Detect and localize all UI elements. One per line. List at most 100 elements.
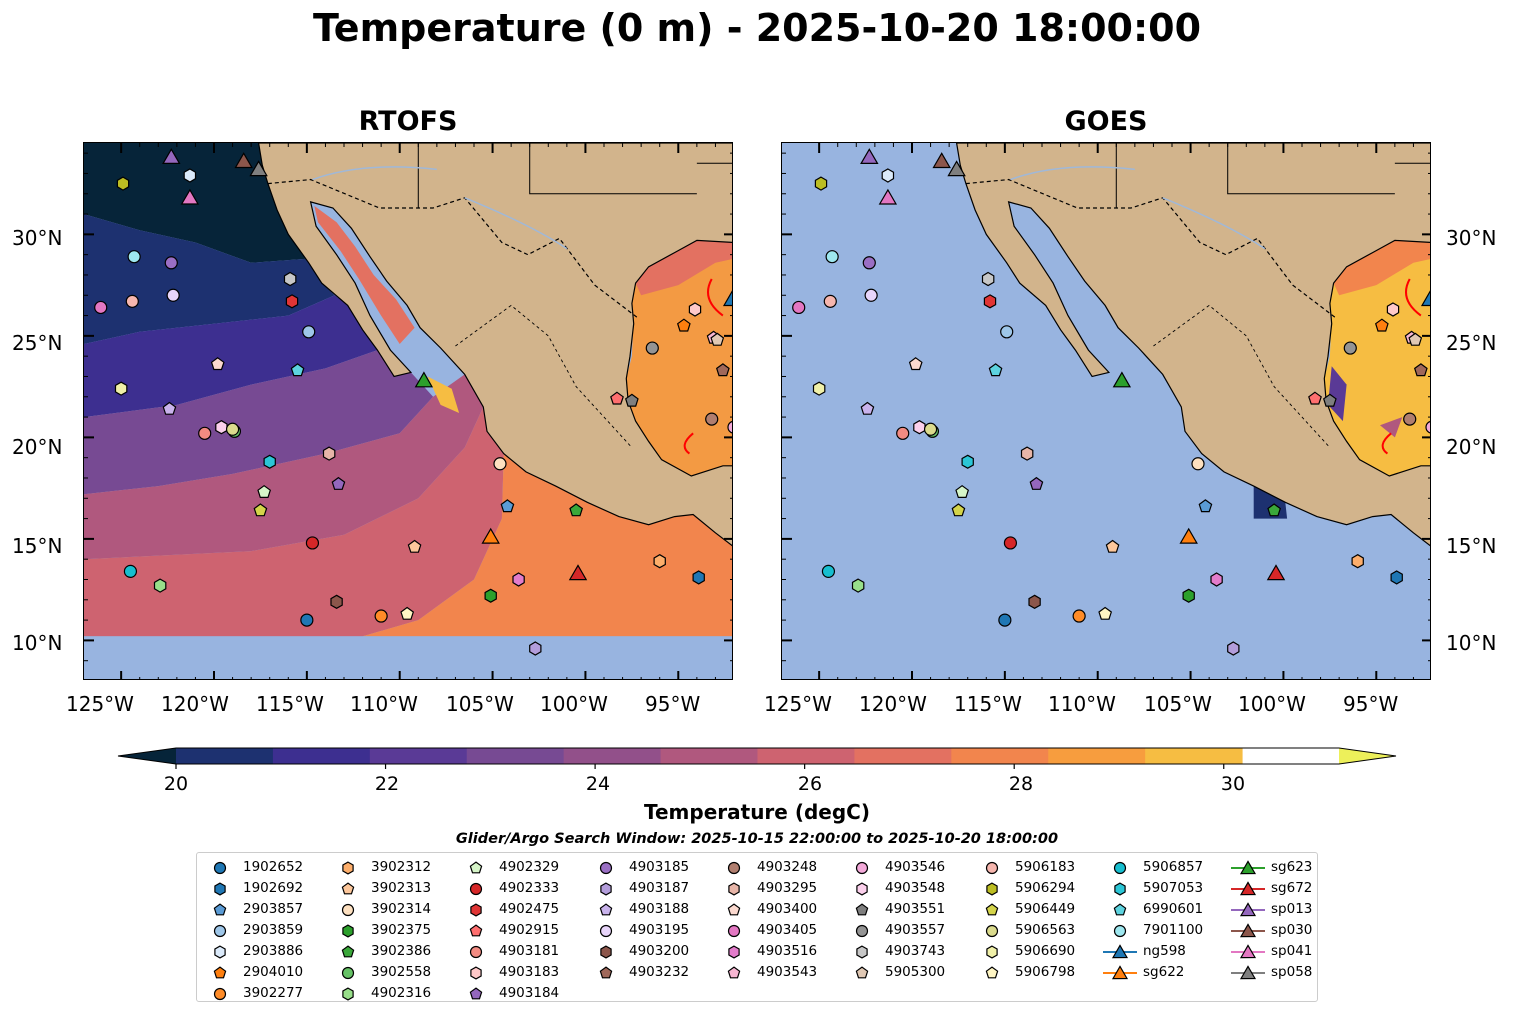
mexico-landmass: [257, 143, 732, 547]
legend-marker-5906690: [986, 945, 998, 959]
legend-label: sg623: [1271, 859, 1313, 875]
marker-4903188: [162, 401, 177, 415]
legend-label: 3902312: [371, 859, 432, 875]
legend-label: 1902652: [243, 859, 304, 875]
legend-marker-4903188: [599, 903, 613, 916]
legend-symbol: [342, 861, 354, 875]
legend-marker-ng598: [1111, 944, 1129, 959]
marker-ng598: [722, 290, 732, 307]
marker-2903859: [302, 325, 316, 339]
goes-cloud-gap: [1328, 366, 1347, 422]
colorbar-segment: [757, 748, 855, 764]
legend-label: 7901100: [1143, 922, 1204, 938]
sst-band-27: [84, 406, 504, 637]
legend-symbol: [1231, 860, 1265, 875]
marker-4902316: [851, 578, 865, 593]
legend-symbol: [469, 861, 483, 874]
legend-marker-5906449: [985, 903, 999, 916]
legend-label: 5906690: [1015, 943, 1076, 959]
legend-marker-1902692: [214, 882, 226, 896]
marker-5906294: [814, 176, 828, 191]
marker-3902375: [484, 588, 497, 603]
marker-2903859: [1000, 325, 1014, 339]
legend-marker-5906857: [1113, 861, 1127, 875]
legend-marker-4903184: [469, 987, 483, 1000]
marker-5906857: [123, 564, 138, 578]
sst-warm-patch: [427, 376, 460, 413]
marker-4903185: [862, 256, 876, 270]
marker-3902386: [1267, 503, 1282, 517]
legend-marker-2903859: [213, 924, 227, 938]
marker-3902277: [1072, 609, 1086, 623]
legend-marker-sp041: [1239, 944, 1257, 959]
legend-label: 1902692: [243, 880, 304, 896]
legend-label: 4903551: [885, 901, 946, 917]
lon-label-left: 105°W: [446, 692, 514, 716]
lat-label-right: 20°N: [1446, 435, 1497, 459]
marker-4903187: [1227, 641, 1240, 656]
legend-label: 2903857: [243, 901, 304, 917]
marker-sp013: [162, 148, 181, 164]
legend-label: sg672: [1271, 880, 1313, 896]
legend-marker-5906294: [986, 882, 998, 896]
marker-3902277: [374, 609, 388, 623]
colorbar-segment: [272, 748, 371, 764]
legend-label: sg622: [1143, 964, 1185, 980]
legend-marker-5906798: [985, 966, 999, 979]
legend-symbol: [985, 861, 999, 875]
marker-1902652: [998, 613, 1012, 627]
legend-symbol: [856, 882, 868, 896]
legend-marker-sp030: [1239, 923, 1257, 938]
legend-symbol: [1231, 944, 1265, 959]
marker-5906690: [812, 381, 826, 396]
legend-marker-3902375: [342, 924, 354, 938]
marker-2904010: [676, 318, 691, 332]
sst-gulf-california: [314, 205, 415, 344]
legend-marker-4902475: [470, 903, 482, 917]
marker-4903548: [215, 420, 228, 435]
marker-2904010: [1374, 318, 1389, 332]
legend-symbol: [341, 966, 355, 980]
legend-marker-2904010: [213, 966, 227, 979]
lat-label-right: 15°N: [1446, 534, 1497, 558]
legend-marker-5906183: [985, 861, 999, 875]
legend-symbol: [986, 882, 998, 896]
marker-4902915: [610, 391, 624, 405]
marker-2903886: [183, 168, 197, 183]
legend-symbol: [1113, 924, 1127, 938]
marker-sp041: [878, 188, 898, 205]
legend-label: 4902915: [499, 922, 560, 938]
marker-5906857: [821, 564, 836, 578]
colorbar-segment: [563, 748, 662, 764]
lat-label-right: 10°N: [1446, 631, 1497, 655]
legend-label: 4903187: [629, 880, 690, 896]
legend-symbol: [727, 861, 741, 875]
marker-4903181: [896, 426, 910, 440]
legend-symbol: [213, 903, 227, 916]
legend-label: sp013: [1271, 901, 1313, 917]
legend-marker-3902312: [342, 861, 354, 875]
legend-symbol: [1113, 903, 1127, 916]
marker-4903551: [1322, 393, 1337, 407]
marker-5906798: [1098, 606, 1113, 620]
colorbar-tick: 26: [797, 773, 823, 795]
lon-label-right: 115°W: [954, 692, 1022, 716]
legend-label: 4903248: [757, 859, 818, 875]
panel-title-rtofs: RTOFS: [358, 106, 458, 137]
marker-2903886: [881, 168, 895, 183]
marker-4903743: [283, 271, 297, 287]
legend-symbol: [727, 966, 741, 979]
marker-5906449: [951, 503, 966, 517]
legend-symbol: [855, 903, 869, 916]
colorbar-label: Temperature (degC): [644, 800, 870, 824]
marker-1902652: [300, 613, 314, 627]
legend-marker-4903185: [599, 861, 613, 875]
marker-5906563: [923, 422, 938, 436]
legend-label: 3902314: [371, 901, 432, 917]
colorbar-segment: [1048, 748, 1146, 764]
marker-4903200: [1028, 594, 1041, 609]
legend-label: 6990601: [1143, 901, 1204, 917]
legend-marker-2903857: [213, 903, 227, 916]
legend-marker-7901100: [1113, 924, 1127, 938]
colorbar-segment: [854, 748, 952, 764]
